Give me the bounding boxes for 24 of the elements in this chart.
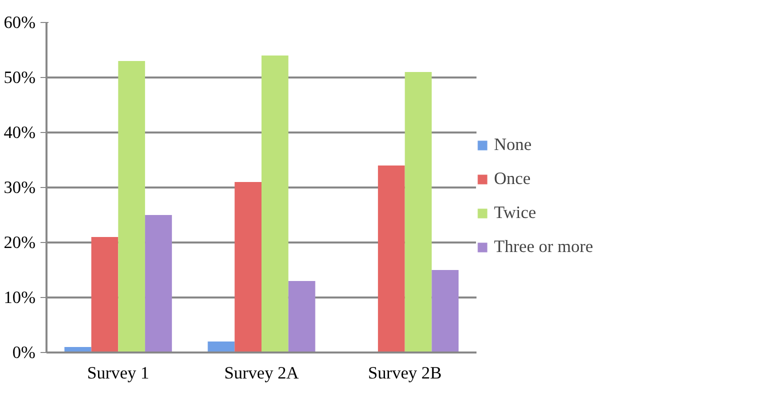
y-tick-label: 40% <box>4 123 36 142</box>
bar <box>378 166 405 352</box>
y-tick-label: 20% <box>4 233 36 252</box>
bar <box>91 237 118 352</box>
bar <box>234 182 262 352</box>
legend-label: Twice <box>494 203 536 223</box>
bar <box>404 72 432 352</box>
legend-label: None <box>494 135 532 155</box>
y-tick-label: 10% <box>4 288 36 307</box>
legend-label: Three or more <box>494 237 594 257</box>
bar <box>262 56 288 352</box>
x-tick-label: Survey 1 <box>87 364 150 382</box>
legend-label: Once <box>494 169 531 189</box>
x-tick-label: Survey 2A <box>224 364 300 382</box>
bar <box>432 270 459 352</box>
bar <box>145 215 172 352</box>
y-tick-label: 0% <box>12 343 36 362</box>
y-tick-label: 60% <box>4 13 36 32</box>
bar <box>118 61 146 352</box>
y-tick-label: 30% <box>4 178 36 197</box>
x-tick-label: Survey 2B <box>368 364 442 382</box>
bar <box>288 281 316 352</box>
y-tick-label: 50% <box>4 68 36 87</box>
bar <box>208 342 235 352</box>
